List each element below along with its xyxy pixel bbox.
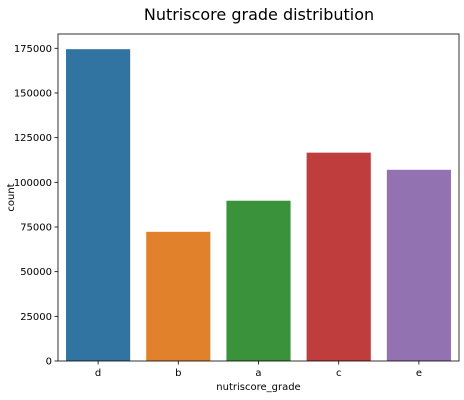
bar-a	[226, 200, 291, 361]
bars-group	[66, 49, 451, 361]
y-axis: 0 25000 50000 75000 100000 125000 150000 175000	[14, 44, 58, 368]
x-tick-label-b: b	[175, 368, 181, 379]
bar-d	[66, 49, 131, 361]
x-tick-label-c: c	[336, 368, 342, 379]
bar-e	[386, 169, 451, 361]
bar-c	[306, 152, 371, 361]
y-tick-label-100000: 100000	[14, 178, 52, 189]
y-axis-label: count	[6, 183, 17, 211]
y-tick-label-75000: 75000	[20, 222, 52, 233]
y-tick-label-175000: 175000	[14, 44, 52, 55]
y-tick-label-150000: 150000	[14, 88, 52, 99]
bar-b	[146, 231, 211, 361]
y-tick-label-125000: 125000	[14, 133, 52, 144]
y-tick-label-25000: 25000	[20, 312, 52, 323]
x-axis-label: nutriscore_grade	[216, 382, 300, 393]
x-tick-label-a: a	[255, 368, 261, 379]
plot-frame	[57, 33, 460, 362]
x-tick-label-e: e	[416, 368, 422, 379]
y-tick-label-50000: 50000	[20, 267, 52, 278]
y-tick-label-0: 0	[46, 357, 52, 368]
x-tick-label-d: d	[95, 368, 101, 379]
chart-title: Nutriscore grade distribution	[144, 5, 374, 24]
